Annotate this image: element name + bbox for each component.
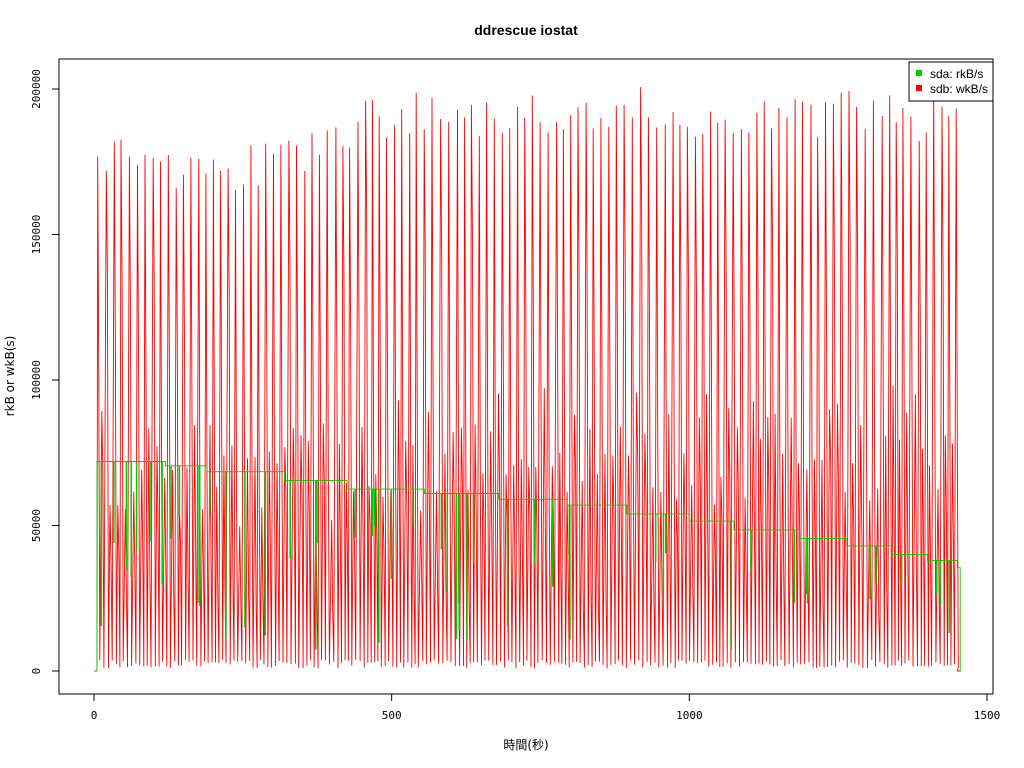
plot-area	[58, 58, 994, 695]
legend: sda: rkB/s sdb: wkB/s	[908, 61, 994, 102]
legend-swatch-sda	[916, 70, 922, 76]
y-tick-label: 150000	[30, 215, 43, 255]
x-axis-label: 時間(秒)	[503, 738, 548, 752]
x-tick-label: 1000	[676, 709, 703, 722]
series-sdb-wkB-line	[94, 86, 961, 672]
x-tick-label: 0	[91, 709, 98, 722]
legend-swatch-sdb	[916, 85, 922, 91]
y-axis-label: rkB or wkB(s)	[3, 336, 17, 417]
x-tick-label: 1500	[974, 709, 1001, 722]
x-tick-label: 500	[382, 709, 402, 722]
legend-box	[908, 61, 994, 102]
x-axis: 0 500 1000 1500	[91, 693, 1001, 722]
y-tick-label: 200000	[30, 69, 43, 109]
legend-label-sda: sda: rkB/s	[930, 67, 983, 81]
y-tick-label: 0	[30, 668, 43, 675]
chart-title: ddrescue iostat	[474, 22, 578, 38]
y-tick-label: 100000	[30, 360, 43, 400]
series-layer	[94, 86, 961, 672]
y-tick-label: 50000	[30, 509, 43, 542]
series-sda-rkB-line	[94, 461, 961, 672]
y-axis: 0 50000 100000 150000 200000	[30, 69, 60, 675]
legend-label-sdb: sdb: wkB/s	[930, 82, 988, 96]
